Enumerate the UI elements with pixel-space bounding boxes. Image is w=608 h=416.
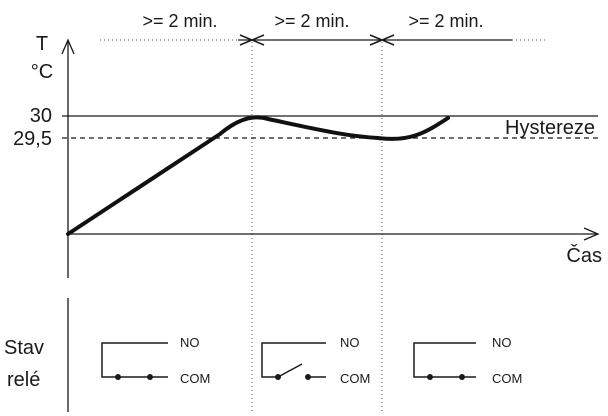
relay-3-com-label: COM [492,371,522,386]
x-axis-label: Čas [566,244,602,267]
relay-2-com-label: COM [340,371,370,386]
relay-state-1: NO COM [101,335,210,386]
relay-1-com-label: COM [180,371,210,386]
relay-label-line1: Stav [4,337,44,359]
relay-2-no-label: NO [340,335,360,350]
x-axis-arrow [583,227,600,241]
hysteresis-label: Hystereze [505,117,595,139]
y-tick-30: 30 [30,105,52,127]
interval-label-3: >= 2 min. [408,11,483,31]
y-axis-symbol: T [36,33,48,55]
relay-1-no-label: NO [180,335,200,350]
relay-3-no-label: NO [492,335,512,350]
interval-label-2: >= 2 min. [274,11,349,31]
relay-state-3: NO COM [413,335,522,386]
y-axis-arrow [61,38,75,55]
relay-label-line2: relé [7,369,40,391]
y-tick-29-5: 29,5 [13,128,52,150]
y-axis-unit: °C [31,61,53,83]
interval-label-1: >= 2 min. [142,11,217,31]
relay-state-2: NO COM [261,335,370,386]
temperature-curve [66,115,450,236]
interval-arrows [238,34,512,46]
